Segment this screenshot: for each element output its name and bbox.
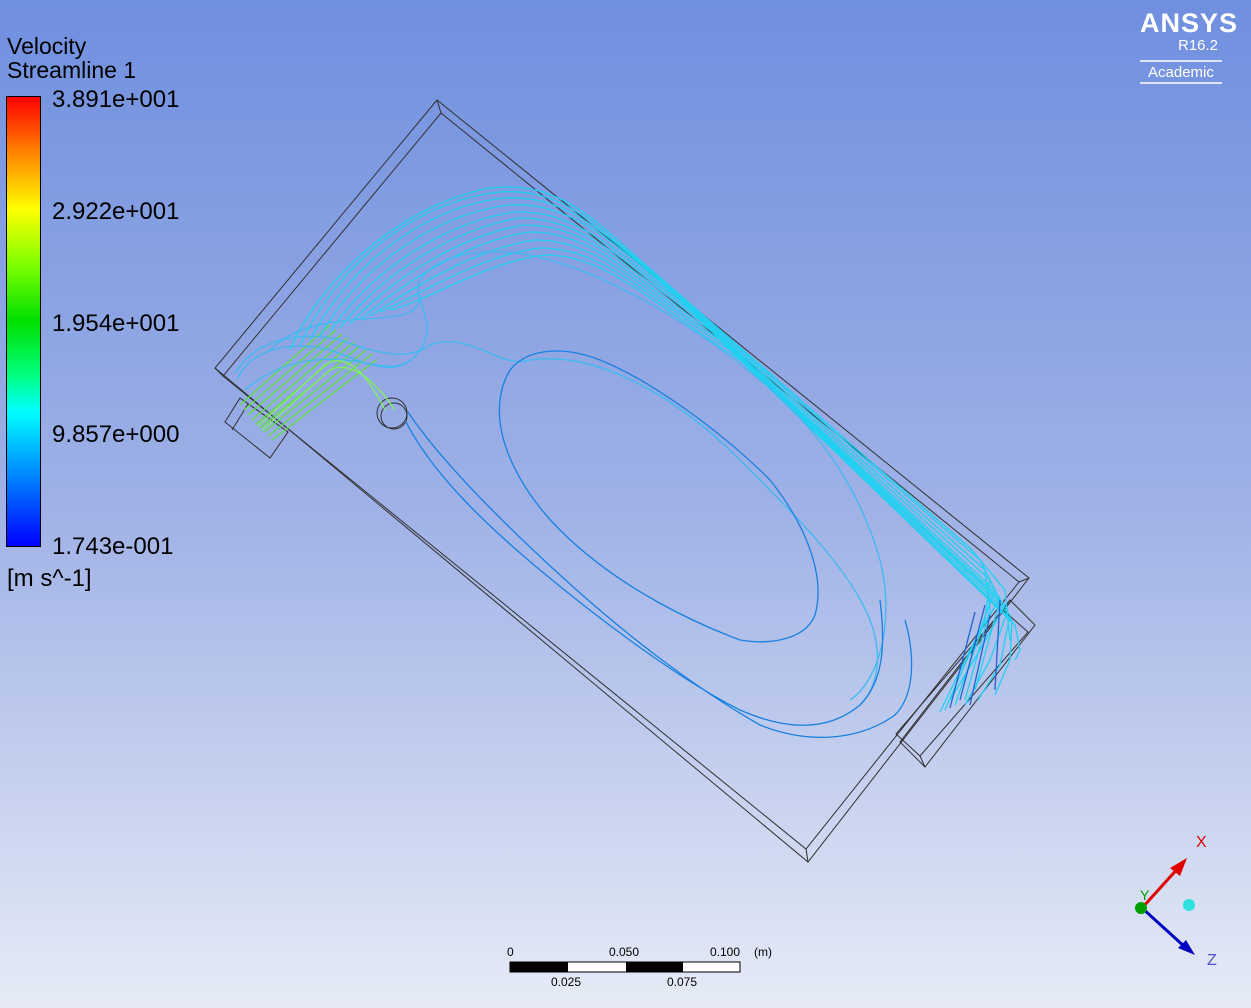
legend-title: Velocity [7, 33, 87, 59]
z-axis-arrowhead [1178, 940, 1195, 955]
logo-divider-bottom [1140, 82, 1222, 84]
legend-tick-max: 3.891e+001 [52, 86, 180, 113]
z-axis-arrow [1140, 906, 1188, 950]
logo-divider [1140, 60, 1222, 62]
scale-label-0075: 0.075 [667, 975, 698, 989]
y-axis-dot [1135, 902, 1147, 914]
color-legend-bar [6, 96, 41, 547]
domain-wireframe [214, 99, 1030, 863]
x-axis-label: X [1196, 834, 1207, 851]
y-axis-label: Y [1140, 887, 1150, 903]
scale-label-0025: 0.025 [551, 975, 582, 989]
scale-label-0050: 0.050 [609, 945, 640, 959]
legend-subtitle: Streamline 1 [7, 57, 137, 83]
ansys-logo: ANSYS [1140, 8, 1239, 38]
scale-label-0100: 0.100 [710, 945, 741, 959]
view-dot [1183, 899, 1195, 911]
ansys-edition: Academic [1148, 64, 1214, 81]
legend-unit: [m s^-1] [7, 565, 92, 592]
z-axis-label: Z [1207, 952, 1217, 969]
scale-unit: (m) [754, 945, 772, 959]
scale-bar [509, 961, 741, 973]
ansys-version: R16.2 [1178, 37, 1219, 54]
legend-tick-4: 9.857e+000 [52, 421, 180, 448]
streamlines [235, 186, 1021, 738]
x-axis-arrowhead [1170, 858, 1187, 876]
legend-tick-min: 1.743e-001 [52, 533, 174, 560]
axis-triad: X Y Z [1135, 834, 1217, 969]
cylinder-obstacle [376, 397, 408, 430]
x-axis-arrow [1140, 864, 1182, 910]
scale-label-0: 0 [507, 945, 514, 959]
legend-tick-3: 1.954e+001 [52, 310, 180, 337]
legend-tick-2: 2.922e+001 [52, 198, 180, 225]
